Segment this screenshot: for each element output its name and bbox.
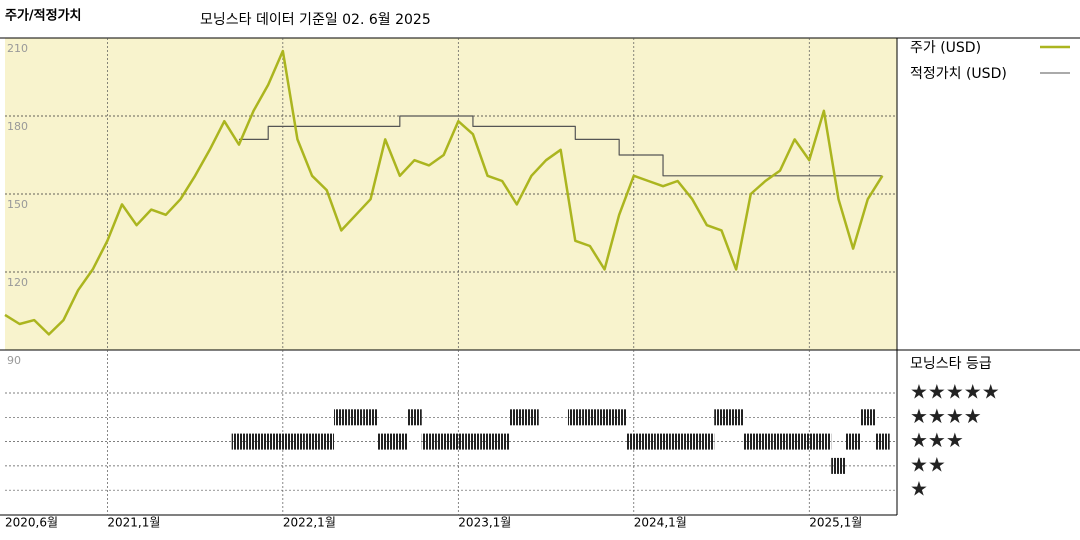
rating-bar — [494, 433, 510, 450]
y-tick-label: 210 — [7, 42, 28, 55]
rating-bar — [348, 409, 364, 426]
rating-bar — [304, 433, 320, 450]
rating-bar — [451, 433, 466, 450]
rating-bar — [567, 409, 583, 426]
rating-bar — [231, 433, 247, 450]
rating-bar — [875, 433, 890, 450]
x-tick-label: 2024,1월 — [634, 516, 687, 530]
rating-bar — [377, 433, 393, 450]
chart-subtitle: 모닝스타 데이터 기준일 02. 6월 2025 — [200, 12, 431, 28]
rating-bar — [758, 433, 773, 450]
rating-bar — [465, 433, 481, 450]
x-tick-label: 2020,6월 — [5, 516, 58, 530]
rating-bar — [334, 409, 349, 426]
x-tick-label: 2025,1월 — [809, 516, 862, 530]
rating-bar — [772, 433, 788, 450]
series-line — [4, 49, 884, 336]
y-tick-label: 90 — [7, 354, 21, 367]
rating-bar — [246, 433, 261, 450]
rating-bar — [714, 409, 729, 426]
rating-bar — [728, 409, 744, 426]
rating-bar — [743, 433, 759, 450]
rating-label: ★ — [910, 477, 928, 501]
legend-label: 주가 (USD) — [910, 40, 981, 56]
rating-label: ★★★★ — [910, 404, 982, 428]
rating-bar — [670, 433, 685, 450]
rating-bar — [436, 433, 451, 450]
rating-bar — [319, 433, 335, 450]
x-tick-label: 2023,1월 — [458, 516, 511, 530]
rating-bar — [611, 409, 627, 426]
x-tick-label: 2021,1월 — [107, 516, 160, 530]
rating-bar — [860, 409, 876, 426]
rating-label: ★★★★★ — [910, 380, 1000, 404]
rating-label: ★★★ — [910, 428, 964, 452]
rating-label: ★★ — [910, 452, 946, 476]
rating-bar — [524, 409, 539, 426]
rating-bar — [275, 433, 291, 450]
rating-bar — [699, 433, 715, 450]
rating-bar — [597, 409, 612, 426]
rating-bar — [509, 409, 525, 426]
rating-bar — [582, 409, 598, 426]
series-line — [238, 115, 883, 177]
rating-bar — [816, 433, 832, 450]
rating-bar — [421, 433, 437, 450]
rating-bar — [392, 433, 408, 450]
rating-bar — [831, 457, 846, 474]
rating-bar — [626, 433, 642, 450]
rating-bar — [260, 433, 276, 450]
rating-bar — [684, 433, 700, 450]
y-tick-label: 180 — [7, 120, 28, 133]
rating-bar — [363, 409, 378, 426]
chart-title: 주가/적정가치 — [5, 8, 82, 24]
rating-title: 모닝스타 등급 — [910, 356, 992, 372]
rating-bar — [480, 433, 495, 450]
rating-bar — [641, 433, 656, 450]
rating-bar — [655, 433, 671, 450]
rating-bar — [801, 433, 817, 450]
rating-bar — [407, 409, 422, 426]
rating-bar — [290, 433, 305, 450]
legend-label: 적정가치 (USD) — [910, 66, 1007, 82]
y-tick-label: 120 — [7, 276, 28, 289]
rating-bar — [845, 433, 861, 450]
rating-bar — [787, 433, 802, 450]
y-tick-label: 150 — [7, 198, 28, 211]
x-tick-label: 2022,1월 — [283, 516, 336, 530]
